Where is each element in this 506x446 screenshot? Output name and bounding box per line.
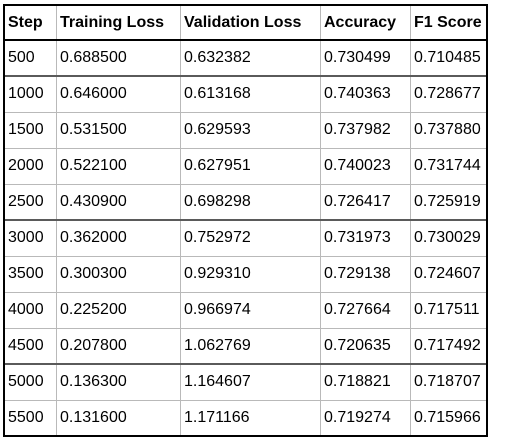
cell-accuracy: 0.719274 [320, 399, 411, 437]
header-accuracy: Accuracy [320, 4, 411, 41]
cell-step: 5500 [3, 399, 57, 437]
cell-f1-score: 0.715966 [410, 399, 488, 437]
cell-training-loss: 0.207800 [56, 327, 181, 365]
cell-training-loss: 0.522100 [56, 147, 181, 185]
cell-f1-score: 0.725919 [410, 183, 488, 221]
table-header: Step Training Loss Validation Loss Accur… [3, 4, 488, 41]
table-row: 500 0.688500 0.632382 0.730499 0.710485 [3, 39, 488, 77]
cell-f1-score: 0.710485 [410, 39, 488, 77]
cell-validation-loss: 0.752972 [180, 219, 321, 257]
cell-accuracy: 0.727664 [320, 291, 411, 329]
cell-training-loss: 0.688500 [56, 39, 181, 77]
header-step: Step [3, 4, 57, 41]
cell-validation-loss: 0.929310 [180, 255, 321, 293]
header-training-loss: Training Loss [56, 4, 181, 41]
cell-accuracy: 0.731973 [320, 219, 411, 257]
cell-f1-score: 0.728677 [410, 75, 488, 113]
table-row: 1000 0.646000 0.613168 0.740363 0.728677 [3, 75, 488, 113]
table-row: 2500 0.430900 0.698298 0.726417 0.725919 [3, 183, 488, 221]
cell-validation-loss: 0.629593 [180, 111, 321, 149]
cell-f1-score: 0.737880 [410, 111, 488, 149]
cell-step: 1000 [3, 75, 57, 113]
cell-step: 3000 [3, 219, 57, 257]
cell-validation-loss: 1.171166 [180, 399, 321, 437]
cell-step: 3500 [3, 255, 57, 293]
cell-validation-loss: 0.627951 [180, 147, 321, 185]
table-row: 3500 0.300300 0.929310 0.729138 0.724607 [3, 255, 488, 293]
cell-training-loss: 0.225200 [56, 291, 181, 329]
header-validation-loss: Validation Loss [180, 4, 321, 41]
cell-validation-loss: 1.164607 [180, 363, 321, 401]
cell-f1-score: 0.717492 [410, 327, 488, 365]
cell-training-loss: 0.430900 [56, 183, 181, 221]
cell-f1-score: 0.730029 [410, 219, 488, 257]
cell-accuracy: 0.740023 [320, 147, 411, 185]
cell-accuracy: 0.720635 [320, 327, 411, 365]
cell-accuracy: 0.730499 [320, 39, 411, 77]
cell-step: 4500 [3, 327, 57, 365]
header-f1-score: F1 Score [410, 4, 488, 41]
cell-training-loss: 0.136300 [56, 363, 181, 401]
cell-accuracy: 0.729138 [320, 255, 411, 293]
cell-step: 5000 [3, 363, 57, 401]
table-row: 4500 0.207800 1.062769 0.720635 0.717492 [3, 327, 488, 365]
cell-step: 500 [3, 39, 57, 77]
table-row: 5500 0.131600 1.171166 0.719274 0.715966 [3, 399, 488, 437]
table-row: 2000 0.522100 0.627951 0.740023 0.731744 [3, 147, 488, 185]
cell-step: 1500 [3, 111, 57, 149]
cell-f1-score: 0.724607 [410, 255, 488, 293]
table-row: 4000 0.225200 0.966974 0.727664 0.717511 [3, 291, 488, 329]
cell-training-loss: 0.131600 [56, 399, 181, 437]
cell-validation-loss: 0.698298 [180, 183, 321, 221]
table-row: 3000 0.362000 0.752972 0.731973 0.730029 [3, 219, 488, 257]
cell-training-loss: 0.362000 [56, 219, 181, 257]
training-results-table: Step Training Loss Validation Loss Accur… [3, 4, 488, 437]
header-row: Step Training Loss Validation Loss Accur… [3, 4, 488, 41]
cell-f1-score: 0.731744 [410, 147, 488, 185]
cell-validation-loss: 0.613168 [180, 75, 321, 113]
table-row: 5000 0.136300 1.164607 0.718821 0.718707 [3, 363, 488, 401]
table-row: 1500 0.531500 0.629593 0.737982 0.737880 [3, 111, 488, 149]
cell-step: 2500 [3, 183, 57, 221]
cell-training-loss: 0.300300 [56, 255, 181, 293]
cell-step: 4000 [3, 291, 57, 329]
table-body: 500 0.688500 0.632382 0.730499 0.710485 … [3, 39, 488, 437]
cell-accuracy: 0.726417 [320, 183, 411, 221]
cell-validation-loss: 0.632382 [180, 39, 321, 77]
cell-step: 2000 [3, 147, 57, 185]
cell-accuracy: 0.740363 [320, 75, 411, 113]
cell-training-loss: 0.531500 [56, 111, 181, 149]
cell-f1-score: 0.717511 [410, 291, 488, 329]
cell-f1-score: 0.718707 [410, 363, 488, 401]
cell-validation-loss: 0.966974 [180, 291, 321, 329]
cell-validation-loss: 1.062769 [180, 327, 321, 365]
cell-accuracy: 0.737982 [320, 111, 411, 149]
cell-accuracy: 0.718821 [320, 363, 411, 401]
cell-training-loss: 0.646000 [56, 75, 181, 113]
